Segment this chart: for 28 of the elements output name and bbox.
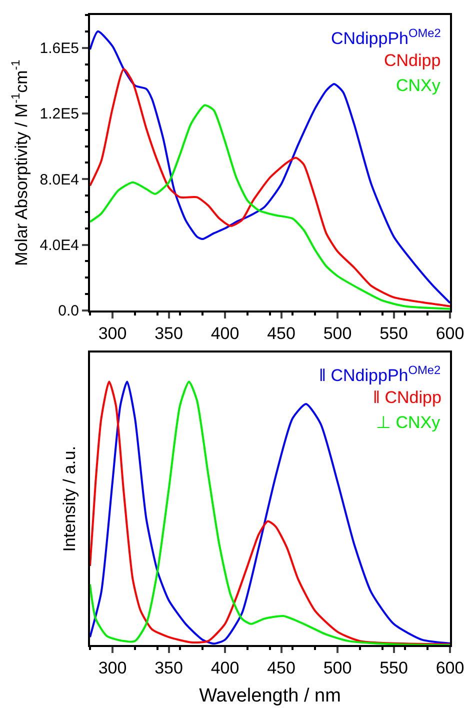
x-axis-title: Wavelength / nm [199, 686, 341, 707]
x-tick-label: 400 [210, 324, 240, 343]
text: ‖ CNdipp [373, 388, 442, 407]
x-tick-label: 350 [154, 658, 183, 678]
line-series [90, 104, 450, 310]
x-tick-label: 450 [267, 324, 296, 343]
x-tick-label: 400 [210, 658, 240, 678]
y-axis-title: Intensity / a.u. [60, 446, 80, 552]
y-tick-label: 0.0 [58, 302, 79, 320]
x-tick-label: 500 [323, 658, 352, 678]
series-label: ‖ CNdippPh$^{OMe2}$ [319, 363, 441, 386]
y-tick-label: 8.0E4 [40, 171, 79, 188]
x-tick-label: 500 [323, 324, 352, 343]
x-tick-label: 300 [98, 658, 127, 678]
text: CNdipp [384, 51, 441, 70]
x-tick-label: 300 [98, 324, 127, 343]
y-tick-label: 1.2E5 [40, 106, 79, 123]
y-tick-label: 4.0E4 [40, 237, 79, 254]
x-tick-label: 450 [267, 658, 296, 678]
text: CNXy [396, 76, 441, 95]
x-tick-label: 550 [380, 324, 408, 343]
text: CNdippPh$^{OMe2}$ [331, 26, 442, 48]
text: ⊥ CNXy [376, 413, 441, 432]
x-tick-label: 550 [380, 658, 408, 678]
x-tick-label: 600 [436, 324, 464, 343]
x-tick-label: 600 [436, 658, 464, 678]
x-tick-label: 350 [154, 324, 183, 343]
y-tick-label: 1.6E5 [40, 40, 79, 58]
